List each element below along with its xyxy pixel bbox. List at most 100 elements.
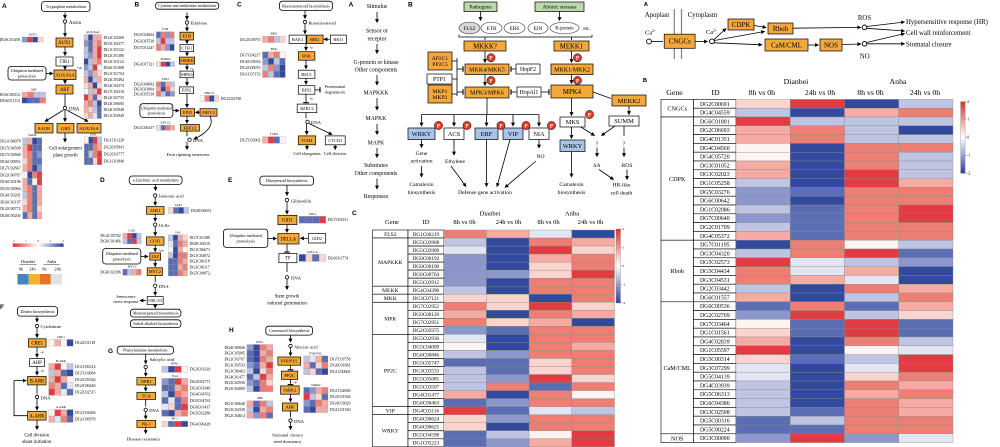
svg-text:TCH4: TCH4: [270, 132, 278, 136]
svg-text:CRE1: CRE1: [57, 335, 65, 339]
svg-text:-1: -1: [49, 240, 52, 243]
svg-text:AP2C1: AP2C1: [432, 56, 449, 62]
svg-text:DG7C03758: DG7C03758: [330, 356, 350, 361]
svg-text:Senescence: Senescence: [116, 294, 135, 299]
svg-text:DG2C03767: DG2C03767: [224, 357, 244, 362]
svg-text:DG4C04374: DG4C04374: [104, 83, 124, 88]
svg-text:PP2C: PP2C: [384, 369, 397, 375]
svg-text:MPK6: MPK6: [181, 72, 194, 77]
svg-text:DG6C00312: DG6C00312: [0, 92, 20, 97]
svg-text:P: P: [437, 123, 441, 129]
svg-text:MEKK2: MEKK2: [618, 98, 641, 105]
svg-text:DG6C01437: DG6C01437: [190, 404, 210, 409]
svg-text:DNA: DNA: [69, 108, 80, 113]
svg-text:Cell wall reinforcement: Cell wall reinforcement: [906, 30, 971, 37]
svg-text:PP2C5: PP2C5: [432, 62, 448, 68]
svg-text:Cell enlargement: Cell enlargement: [49, 147, 82, 152]
svg-text:AUX1: AUX1: [58, 41, 71, 46]
svg-text:CRE1: CRE1: [31, 342, 43, 347]
svg-text:EIN: EIN: [534, 26, 543, 32]
svg-text:Ubiquitin mediated: Ubiquitin mediated: [106, 251, 139, 256]
svg-text:DG5C06313: DG5C06313: [700, 392, 730, 398]
svg-text:24h: 24h: [55, 266, 62, 271]
svg-text:CYCD3: CYCD3: [328, 138, 342, 143]
svg-text:DG4C03029: DG4C03029: [330, 401, 350, 406]
svg-text:DG6C00846: DG6C00846: [413, 352, 440, 358]
svg-text:CaM/CML: CaM/CML: [663, 365, 691, 372]
svg-text:DG6C04386: DG6C04386: [700, 401, 730, 407]
svg-text:DG5C00316: DG5C00316: [700, 419, 730, 425]
svg-text:HopF2: HopF2: [520, 67, 536, 73]
svg-text:DELLA: DELLA: [281, 238, 297, 243]
svg-text:A: A: [2, 3, 7, 10]
svg-text:2: 2: [13, 240, 15, 243]
svg-text:AUX1: AUX1: [28, 33, 37, 37]
svg-text:P: P: [524, 123, 528, 129]
svg-text:SA: SA: [593, 163, 600, 169]
svg-text:DG2C03442: DG2C03442: [700, 287, 730, 293]
svg-text:DG0C00190: DG0C00190: [413, 264, 440, 270]
svg-text:Stimulus: Stimulus: [367, 4, 388, 10]
svg-text:stress response: stress response: [113, 299, 138, 304]
svg-text:DG6C00642: DG6C00642: [700, 199, 730, 205]
svg-text:Salicylic acid: Salicylic acid: [150, 357, 176, 362]
svg-text:MPK: MPK: [384, 316, 396, 322]
svg-text:CaM/CML: CaM/CML: [771, 42, 802, 50]
svg-text:Indole alkaloid biosynthesis: Indole alkaloid biosynthesis: [133, 321, 178, 326]
svg-text:DG5C00314: DG5C00314: [700, 357, 730, 363]
svg-text:MKP1: MKP1: [433, 89, 448, 95]
svg-text:Abiotic stresses: Abiotic stresses: [543, 5, 577, 11]
svg-text:DG1C05597: DG1C05597: [700, 348, 730, 354]
svg-text:DG2C00440: DG2C00440: [75, 383, 95, 388]
svg-text:DG5C03912: DG5C03912: [413, 280, 440, 286]
svg-text:Stem growth: Stem growth: [275, 295, 300, 300]
svg-text:ETR: ETR: [182, 34, 192, 39]
svg-text:DG1C01846: DG1C01846: [104, 159, 124, 164]
svg-text:MAPKK: MAPKK: [366, 116, 388, 122]
svg-text:DG2C03777: DG2C03777: [104, 152, 124, 157]
svg-text:DG2C04602: DG2C04602: [134, 82, 154, 87]
svg-text:Gene: Gene: [385, 219, 399, 226]
svg-text:DG1C06314: DG1C06314: [75, 364, 95, 369]
svg-text:DG1C06219: DG1C06219: [413, 232, 440, 238]
svg-text:SAUR: SAUR: [28, 133, 37, 137]
svg-text:P: P: [576, 78, 580, 84]
svg-text:CNGCs: CNGCs: [669, 38, 691, 46]
svg-text:SUMM: SUMM: [614, 118, 634, 125]
svg-text:DG4C06428: DG4C06428: [190, 421, 210, 426]
svg-text:DG2C02769: DG2C02769: [700, 313, 730, 319]
svg-text:Cell elongation: Cell elongation: [294, 151, 322, 156]
svg-text:TIR1: TIR1: [59, 60, 70, 65]
svg-text:AUX/IAA: AUX/IAA: [86, 30, 100, 34]
svg-text:CDPK: CDPK: [669, 176, 686, 183]
svg-text:activation: activation: [410, 159, 432, 165]
svg-text:DG4C04702: DG4C04702: [190, 392, 210, 397]
svg-text:DG1C06078: DG1C06078: [0, 139, 20, 144]
svg-text:A: A: [644, 2, 649, 8]
svg-text:DG4C04560: DG4C04560: [700, 146, 730, 152]
svg-text:8h vs 0h: 8h vs 0h: [749, 88, 776, 97]
svg-text:JAR1: JAR1: [150, 208, 161, 213]
svg-text:DG5C02280: DG5C02280: [190, 411, 210, 416]
svg-text:G: G: [108, 348, 113, 355]
svg-text:0: 0: [623, 264, 625, 268]
svg-text:DG4C05372: DG4C05372: [700, 234, 730, 240]
svg-text:DG1C03122: DG1C03122: [104, 47, 124, 52]
svg-text:Abscisic acid: Abscisic acid: [294, 344, 318, 349]
svg-text:DG6C00625: DG6C00625: [413, 425, 440, 431]
svg-text:-1: -1: [623, 283, 626, 287]
svg-text:DG2C00691: DG2C00691: [700, 102, 730, 108]
svg-text:DG7C01389: DG7C01389: [190, 235, 210, 240]
svg-text:DG3C05530: DG3C05530: [134, 91, 154, 96]
svg-text:DG7C02668: DG7C02668: [0, 152, 20, 157]
svg-text:DG5C03908: DG5C03908: [413, 240, 440, 246]
svg-text:G-protein or kinase: G-protein or kinase: [353, 60, 399, 66]
svg-text:MAPKKK: MAPKKK: [363, 91, 389, 97]
svg-text:NPR1: NPR1: [141, 379, 153, 384]
svg-text:DG5C02573: DG5C02573: [700, 260, 730, 266]
svg-text:ERF: ERF: [481, 131, 493, 138]
svg-text:DG2C01386: DG2C01386: [104, 53, 124, 58]
svg-text:MKK1/MKK2: MKK1/MKK2: [554, 67, 590, 73]
svg-text:Disease resistance: Disease resistance: [127, 437, 161, 442]
svg-text:MPK3/MPK6: MPK3/MPK6: [470, 91, 504, 97]
